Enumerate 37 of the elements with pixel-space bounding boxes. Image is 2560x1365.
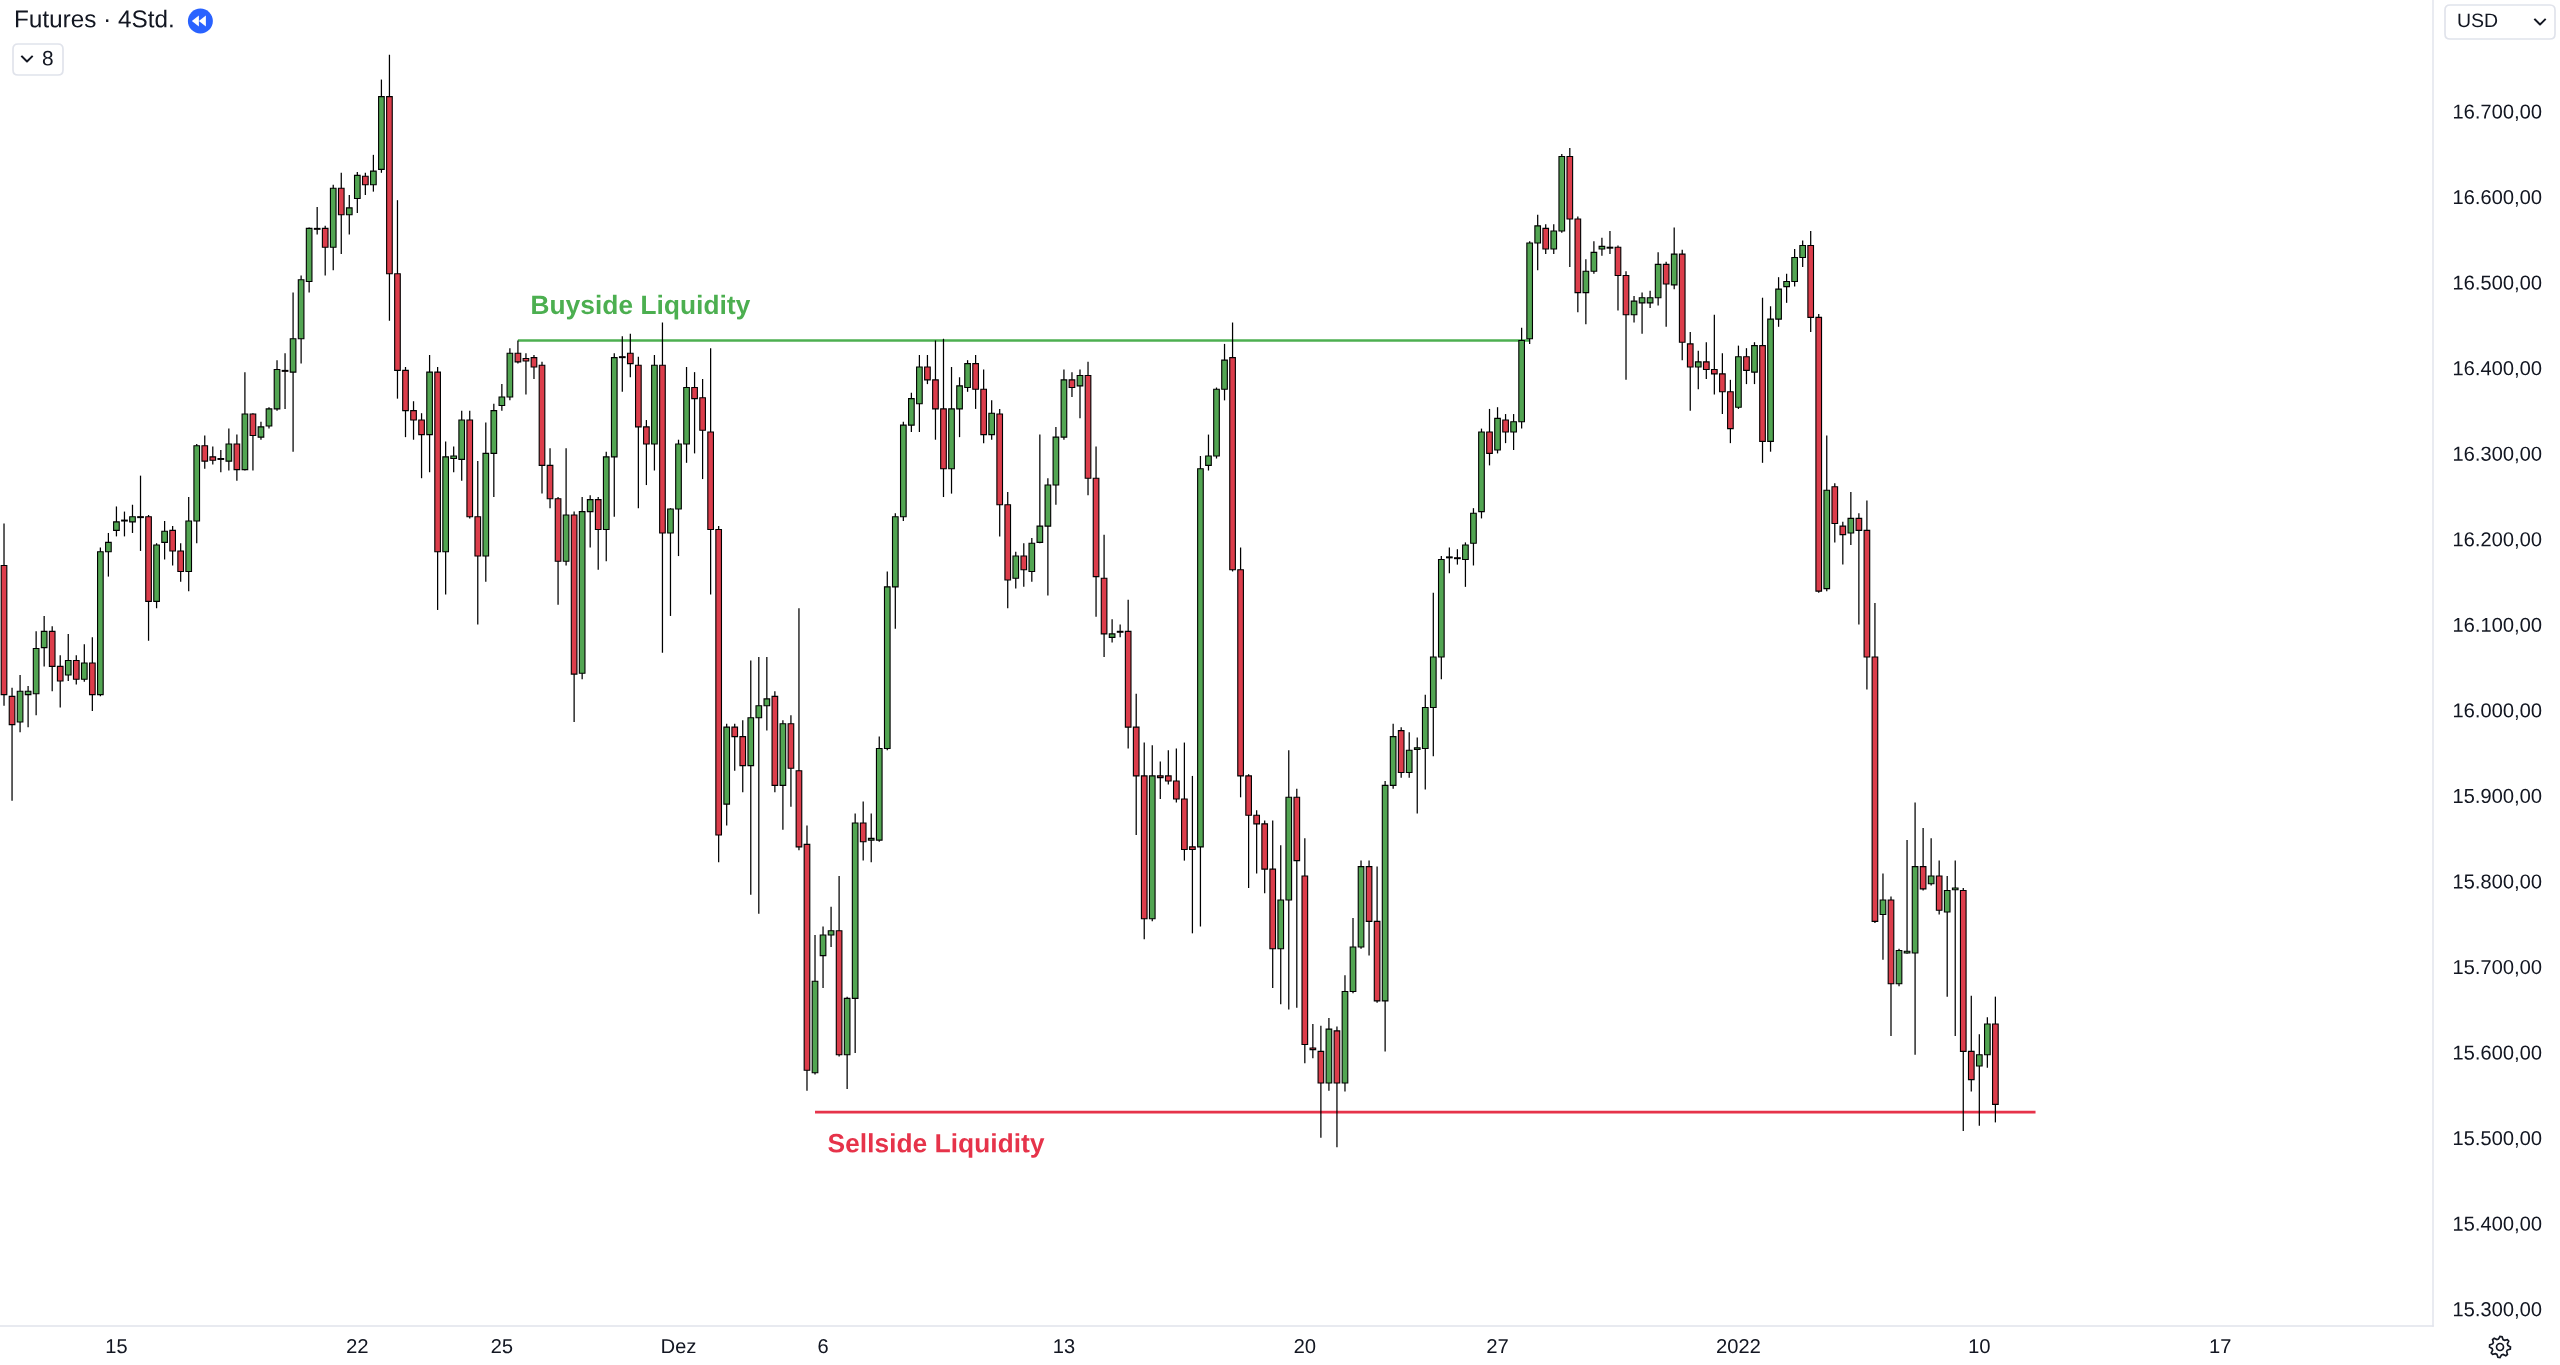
- series-label: Sellside Liquidity: [828, 1133, 1045, 1158]
- y-tick-label: 16.200,00: [2453, 532, 2542, 549]
- candlestick: [265, 406, 273, 430]
- y-tick-label: 16.100,00: [2453, 617, 2542, 635]
- y-tick-label: 16.500,00: [2453, 275, 2542, 293]
- x-tick-label: 17: [2210, 1339, 2231, 1354]
- x-tick-label: 15: [106, 1339, 127, 1354]
- series-label: Buyside Liquidity: [532, 294, 751, 320]
- x-tick-label: 2022: [1717, 1339, 1760, 1354]
- x-tick-label: 10: [1969, 1339, 1990, 1354]
- y-tick-label: 16.300,00: [2453, 446, 2542, 464]
- x-tick-label: 27: [1487, 1339, 1508, 1354]
- candlestick: [1309, 1023, 1317, 1059]
- x-tick-label: 22: [347, 1339, 368, 1354]
- annotation: 8: [42, 50, 53, 66]
- y-tick-label: 16.600,00: [2453, 190, 2542, 207]
- y-tick-label: 15.500,00: [2453, 1131, 2542, 1148]
- x-tick-label: 25: [491, 1339, 513, 1354]
- y-tick-label: 16.000,00: [2453, 703, 2542, 720]
- candlestick: [1879, 872, 1887, 961]
- y-tick-label: 16.400,00: [2453, 361, 2542, 378]
- y-tick-label: 15.700,00: [2453, 959, 2542, 977]
- x-tick-label: 20: [1294, 1339, 1316, 1354]
- y-tick-label: 15.800,00: [2453, 874, 2542, 892]
- chart-title: Futures · 4Std.: [15, 9, 173, 28]
- x-tick-label: 13: [1054, 1339, 1075, 1354]
- y-tick-label: 15.400,00: [2453, 1216, 2542, 1234]
- y-tick-label: 15.300,00: [2453, 1302, 2542, 1319]
- y-tick-label: 16.700,00: [2453, 104, 2542, 122]
- candlestick: [1951, 859, 1959, 1037]
- x-tick-label: 6: [818, 1339, 828, 1354]
- text: USD: [2458, 13, 2498, 28]
- candlestick: [1068, 371, 1076, 398]
- x-tick-label: Dez: [662, 1339, 696, 1354]
- y-tick-label: 15.600,00: [2453, 1045, 2542, 1063]
- y-tick-label: 15.900,00: [2453, 788, 2542, 806]
- candlestick: [530, 354, 538, 380]
